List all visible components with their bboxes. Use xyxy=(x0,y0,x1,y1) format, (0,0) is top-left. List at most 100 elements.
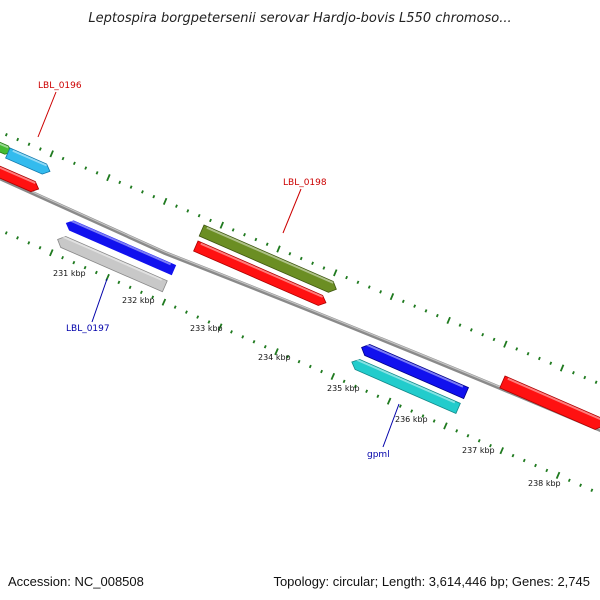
upper-tick-39 xyxy=(435,313,439,318)
red-feature-mid xyxy=(193,240,327,306)
red-feature-left-body xyxy=(0,165,40,193)
lower-tick-6 xyxy=(61,255,64,260)
lower-tick-53 xyxy=(590,488,594,492)
backbone-line xyxy=(0,176,600,433)
gray-feature-body xyxy=(57,235,168,293)
upper-tick-22 xyxy=(243,232,246,237)
lower-tick-42 xyxy=(466,434,470,438)
lower-tick-36 xyxy=(398,404,402,408)
cyan-feature-body xyxy=(5,147,51,175)
red-feature-mid-highlight xyxy=(200,242,324,298)
gray-feature xyxy=(57,235,168,293)
lower-tick-7 xyxy=(72,260,76,265)
upper-tick-12 xyxy=(129,185,133,189)
upper-tick-7 xyxy=(72,161,76,166)
upper-tick-25 xyxy=(276,245,281,253)
label-lbl-0197: LBL_0197 xyxy=(66,324,110,334)
lower-tick-34 xyxy=(376,394,380,398)
lower-tick-48 xyxy=(534,463,537,468)
lower-tick-32 xyxy=(353,384,357,389)
upper-tick-47 xyxy=(526,351,530,356)
upper-tick-26 xyxy=(288,252,292,256)
lower-tick-4 xyxy=(38,246,42,250)
gene-features xyxy=(0,141,600,430)
blue-feature-1-highlight xyxy=(70,219,172,266)
lower-tick-3 xyxy=(27,241,31,245)
gray-feature-highlight xyxy=(62,235,163,281)
upper-tick-53 xyxy=(594,380,598,385)
upper-tick-3 xyxy=(27,142,31,147)
upper-tick-13 xyxy=(141,190,144,194)
topology-summary: Topology: circular; Length: 3,614,446 bp… xyxy=(273,574,590,589)
upper-tick-20 xyxy=(219,221,225,229)
red-feature-right-highlight xyxy=(507,377,600,420)
upper-tick-46 xyxy=(515,347,519,351)
scale-label-0: 231 kbp xyxy=(53,269,86,278)
upper-tick-16 xyxy=(175,204,178,208)
upper-tick-50 xyxy=(559,364,565,372)
upper-tick-40 xyxy=(446,316,451,324)
label-lbl-0196: LBL_0196 xyxy=(38,81,82,91)
cyan-feature xyxy=(5,147,51,175)
lower-tick-51 xyxy=(567,478,571,483)
lower-tick-33 xyxy=(365,389,369,394)
scale-label-5: 236 kbp xyxy=(395,415,428,424)
upper-tick-28 xyxy=(311,261,314,266)
chromosome-backbone xyxy=(0,176,600,433)
upper-tick-29 xyxy=(322,266,326,270)
red-feature-right xyxy=(499,375,600,430)
teal-feature-body xyxy=(351,358,461,414)
label-gpml-leader xyxy=(382,403,400,448)
upper-tick-track xyxy=(4,133,598,385)
lower-tick-24 xyxy=(263,345,267,349)
lower-tick-35 xyxy=(386,397,392,405)
olive-feature-body xyxy=(198,224,337,293)
upper-tick-32 xyxy=(356,280,360,285)
lower-tick-41 xyxy=(455,429,459,433)
upper-tick-8 xyxy=(84,166,88,170)
lower-tick-5 xyxy=(49,249,54,257)
scale-label-2: 233 kbp xyxy=(190,324,223,333)
upper-tick-30 xyxy=(333,269,338,277)
label-lbl-0198: LBL_0198 xyxy=(283,178,327,188)
red-feature-left-highlight xyxy=(0,166,36,185)
upper-tick-31 xyxy=(345,275,349,280)
upper-tick-33 xyxy=(367,285,371,289)
upper-tick-9 xyxy=(95,171,99,175)
lower-tick-26 xyxy=(286,354,290,359)
upper-tick-4 xyxy=(38,147,42,151)
upper-tick-52 xyxy=(583,375,587,380)
upper-tick-2 xyxy=(16,137,20,142)
upper-tick-5 xyxy=(49,150,54,158)
blue-feature-1 xyxy=(65,219,177,276)
lower-tick-39 xyxy=(432,419,436,423)
upper-tick-23 xyxy=(254,237,258,242)
lower-tick-1 xyxy=(4,231,8,235)
lower-tick-28 xyxy=(308,364,312,369)
lower-tick-40 xyxy=(443,422,448,430)
lower-tick-18 xyxy=(196,315,200,319)
lower-tick-52 xyxy=(579,483,583,488)
lower-tick-23 xyxy=(252,340,256,344)
red-feature-right-body xyxy=(499,375,600,430)
upper-tick-6 xyxy=(61,156,65,161)
label-lbl-0197-leader xyxy=(91,278,108,323)
upper-tick-10 xyxy=(106,174,111,182)
map-title: Leptospira borgpetersenii serovar Hardjo… xyxy=(88,11,511,26)
scale-label-3: 234 kbp xyxy=(258,353,291,362)
blue-feature-2-highlight xyxy=(366,343,464,388)
lower-tick-19 xyxy=(207,320,211,324)
label-gpml: gpml xyxy=(367,450,390,460)
lower-tick-30 xyxy=(330,372,336,380)
red-feature-left xyxy=(0,165,40,193)
lower-tick-50 xyxy=(555,471,561,479)
lower-tick-37 xyxy=(410,409,414,413)
scale-label-4: 235 kbp xyxy=(327,384,360,393)
upper-tick-34 xyxy=(379,290,383,294)
upper-tick-24 xyxy=(265,242,269,246)
upper-tick-14 xyxy=(152,194,156,199)
lower-tick-12 xyxy=(128,285,132,290)
